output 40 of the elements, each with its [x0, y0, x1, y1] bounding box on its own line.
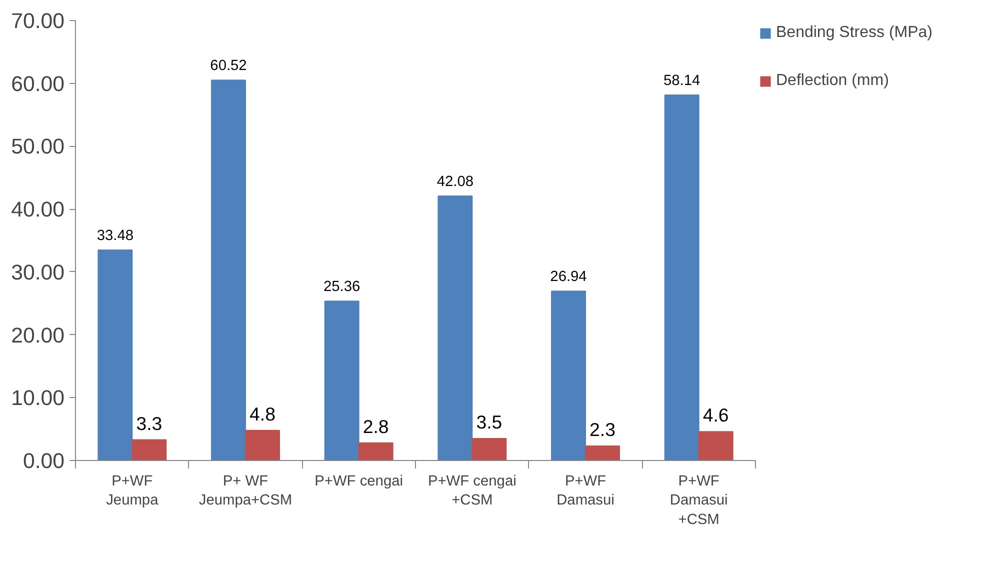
y-tick-label: 50.00 [11, 134, 65, 159]
bar [585, 446, 620, 460]
y-tick-label: 30.00 [11, 260, 65, 284]
data-label: 4.8 [250, 403, 276, 424]
data-label: 2.8 [362, 416, 389, 437]
bar [438, 195, 473, 460]
bar [211, 80, 246, 460]
bar [132, 439, 167, 460]
data-label: 3.5 [476, 412, 502, 432]
x-tick-label: P+WF cengai [314, 474, 404, 490]
data-label: 4.6 [702, 404, 729, 426]
y-tick-label: 60.00 [11, 72, 65, 96]
data-label: 25.36 [323, 279, 360, 296]
y-tick-label: 10.00 [11, 386, 65, 410]
bar [324, 300, 360, 460]
x-tick-label: P+WF Jeumpa [106, 474, 160, 509]
bar [358, 442, 394, 460]
data-label: 3.3 [136, 412, 162, 434]
x-tick-label: P+WF Damasui [556, 474, 614, 509]
y-tick-label: 70.00 [11, 9, 65, 33]
y-tick-label: 20.00 [11, 323, 65, 348]
bar [551, 290, 586, 460]
legend-label: Bending Stress (MPa) [776, 24, 933, 42]
data-label: 2.3 [590, 419, 616, 440]
bar [472, 438, 507, 460]
x-tick-label: P+ WF Jeumpa+CSM [198, 474, 292, 509]
x-tick-label: P+WF cengai +CSM [428, 474, 516, 509]
y-tick-label: 40.00 [11, 198, 65, 222]
bar [664, 94, 700, 460]
data-label: 42.08 [436, 174, 474, 190]
data-label: 60.52 [210, 58, 247, 74]
data-label: 58.14 [663, 73, 700, 90]
bar [698, 431, 734, 460]
data-label: 26.94 [550, 269, 587, 286]
legend-label: Deflection (mm) [776, 72, 889, 90]
data-label: 33.48 [96, 228, 134, 244]
bar [98, 250, 133, 460]
x-tick-label: P+WF Damasui +CSM [670, 474, 728, 528]
bar [245, 430, 280, 460]
y-tick-label: 0.00 [22, 449, 65, 473]
